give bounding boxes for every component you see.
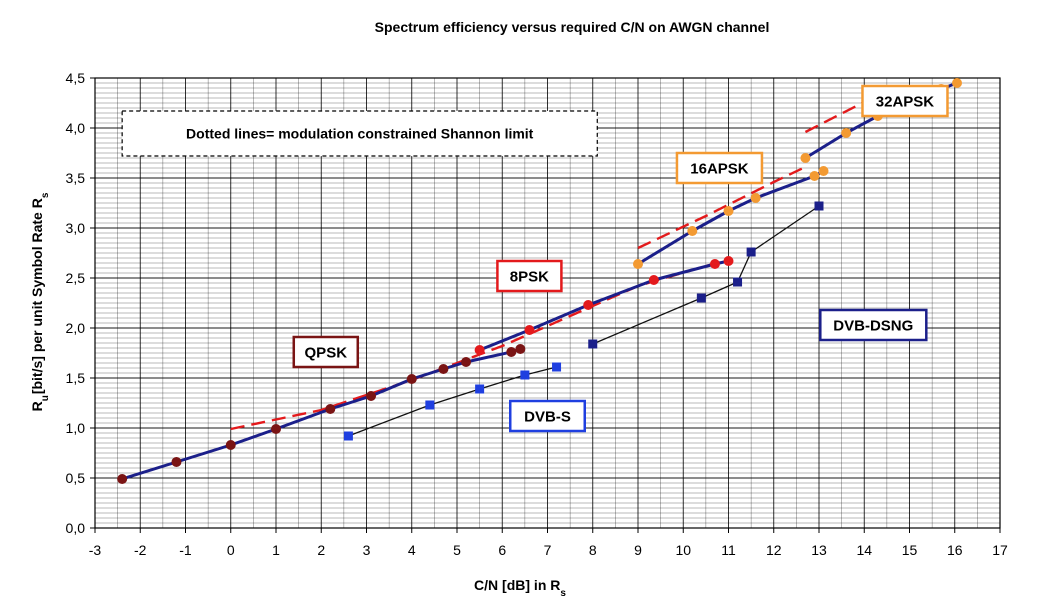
x-tick-label: 11	[721, 542, 736, 558]
x-tick-label: 9	[634, 542, 642, 558]
x-tick-label: 6	[498, 542, 506, 558]
chart-title: Spectrum efficiency versus required C/N …	[375, 19, 770, 35]
x-tick-label: 7	[544, 542, 552, 558]
label-16apsk: 16APSK	[690, 161, 749, 178]
label-32apsk: 32APSK	[876, 94, 935, 111]
point-32apsk	[841, 128, 852, 138]
x-tick-label: -1	[179, 542, 192, 558]
x-tick-label: 12	[766, 542, 782, 558]
note-frame	[121, 110, 598, 157]
point-8psk	[583, 300, 594, 310]
x-tick-label: 2	[317, 542, 325, 558]
shannon-limit-line	[637, 165, 806, 250]
point-dvb-dsng	[696, 293, 706, 303]
point-dvb-dsng	[733, 277, 743, 287]
note-box: Dotted lines= modulation constrained Sha…	[121, 110, 598, 157]
y-tick-label: 4,5	[66, 70, 86, 86]
point-dvb-s	[475, 384, 485, 394]
point-qpsk	[117, 474, 128, 484]
x-tick-label: -2	[134, 542, 147, 558]
point-qpsk	[271, 424, 281, 434]
label-box-qpsk	[292, 335, 360, 369]
y-tick-label: 2,5	[66, 270, 86, 286]
point-8psk	[474, 345, 485, 355]
y-tick-label: 1,5	[66, 370, 86, 386]
point-qpsk	[325, 404, 336, 414]
label-box-16apsk	[675, 151, 764, 185]
point-dvb-s	[552, 362, 562, 372]
x-tick-label: 14	[856, 542, 872, 558]
point-16apsk	[633, 259, 643, 269]
x-tick-label: 10	[675, 542, 691, 558]
y-tick-label: 0,0	[66, 520, 86, 536]
y-tick-label: 2,0	[66, 320, 86, 336]
label-box-8psk	[496, 259, 563, 293]
label-box-32apsk	[861, 84, 949, 118]
point-dvb-s	[425, 400, 435, 410]
point-qpsk	[406, 374, 417, 384]
x-tick-label: 0	[227, 542, 235, 558]
x-tick-label: 5	[453, 542, 461, 558]
point-8psk	[723, 256, 734, 266]
point-8psk	[709, 259, 720, 269]
label-box-dvb-dsng	[819, 308, 928, 342]
label-8psk: 8PSK	[510, 269, 549, 286]
point-dvb-s	[343, 431, 353, 441]
point-dvb-s	[520, 370, 530, 380]
y-tick-label: 3,0	[66, 220, 86, 236]
point-16apsk	[809, 171, 820, 181]
point-16apsk	[750, 193, 761, 203]
x-tick-label: 13	[811, 542, 827, 558]
point-16apsk	[687, 226, 698, 236]
point-qpsk	[515, 344, 526, 354]
point-16apsk	[818, 166, 829, 176]
y-tick-label: 0,5	[66, 470, 86, 486]
y-tick-labels: 0,0 0,5 1,0 1,5 2,0 2,5 3,0 3,5 4,0 4,5	[66, 70, 86, 536]
x-tick-label: 17	[992, 542, 1008, 558]
label-box-dvb-s	[509, 399, 586, 433]
point-16apsk	[723, 206, 734, 216]
label-qpsk: QPSK	[305, 345, 348, 362]
y-tick-label: 1,0	[66, 420, 86, 436]
label-dvb-s: DVB-S	[524, 409, 571, 426]
point-qpsk	[506, 347, 517, 357]
y-axis-label: Ru[bit/s] per unit Symbol Rate Rs	[29, 192, 51, 411]
point-qpsk	[461, 357, 472, 367]
point-8psk	[648, 275, 659, 285]
point-qpsk	[366, 391, 377, 401]
point-qpsk	[438, 364, 449, 374]
x-tick-label: 15	[902, 542, 918, 558]
series-labels: QPSK 8PSK 16APSK 32APSK DVB-S DVB-DSNG	[292, 84, 949, 433]
point-32apsk	[800, 153, 811, 163]
point-8psk	[524, 325, 535, 335]
point-dvb-dsng	[588, 339, 598, 349]
x-tick-label: 3	[363, 542, 371, 558]
point-32apsk	[952, 78, 963, 88]
y-tick-label: 4,0	[66, 120, 86, 136]
point-qpsk	[171, 457, 182, 467]
x-tick-label: 16	[947, 542, 963, 558]
point-qpsk	[225, 440, 236, 450]
x-tick-label: -3	[89, 542, 102, 558]
x-tick-labels: -3 -2 -1 0 1 2 3 4 5 6 7 8 9 10 11 12 13 14 15 16 17	[89, 542, 1008, 558]
label-dvb-dsng: DVB-DSNG	[833, 318, 913, 335]
point-dvb-dsng	[746, 247, 756, 257]
x-tick-label: 1	[272, 542, 280, 558]
x-axis-label: C/N [dB] in Rs	[474, 577, 566, 599]
x-tick-label: 4	[408, 542, 416, 558]
point-dvb-dsng	[814, 201, 824, 211]
y-tick-label: 3,5	[66, 170, 86, 186]
x-tick-label: 8	[589, 542, 597, 558]
note-text: Dotted lines= modulation constrained Sha…	[186, 126, 534, 142]
